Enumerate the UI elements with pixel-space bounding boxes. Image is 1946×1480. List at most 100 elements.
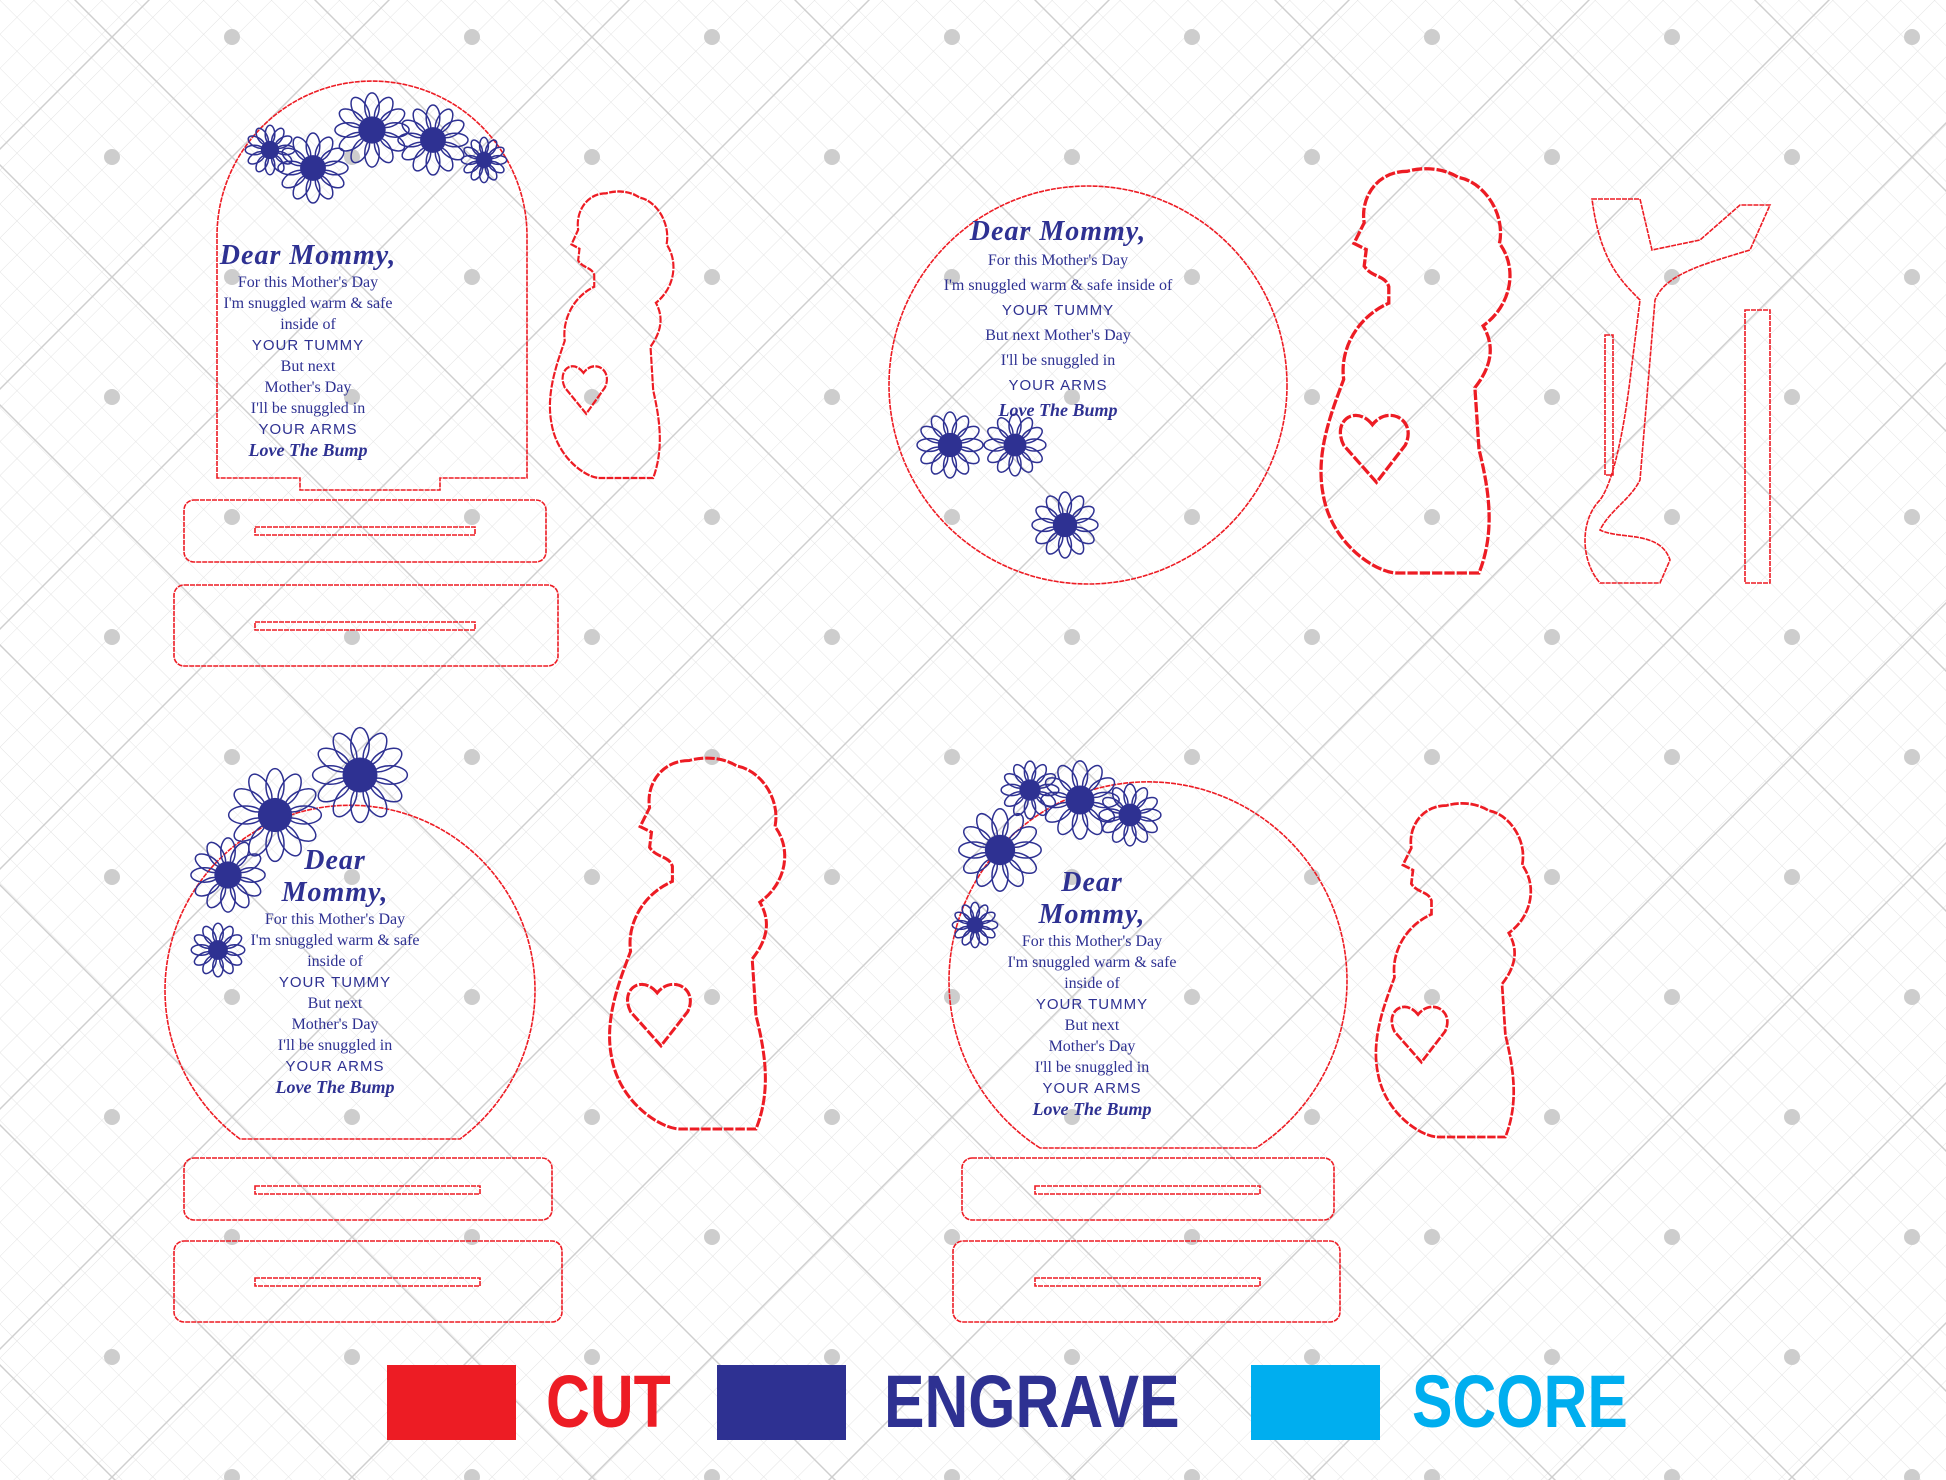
message-line: I'll be snuggled in: [1034, 1059, 1150, 1076]
grid-dot: [1784, 629, 1800, 645]
grid-dot: [1424, 989, 1440, 1005]
grid-dot: [1664, 749, 1680, 765]
message-line: But next: [307, 995, 363, 1012]
message-line: YOUR TUMMY: [1035, 996, 1149, 1013]
grid-dot: [1544, 389, 1560, 405]
message-line: Mother's Day: [264, 379, 352, 396]
grid-dot: [944, 749, 960, 765]
grid-dot: [584, 629, 600, 645]
circle-panel-cut: [948, 781, 1348, 1149]
grid-dot: [1424, 509, 1440, 525]
sunflower-icon: [244, 124, 296, 176]
design-title: Dear Mommy,: [219, 240, 397, 271]
grid-dot: [344, 149, 360, 165]
grid-dot: [944, 29, 960, 45]
message-line: Mother's Day: [291, 1016, 379, 1033]
base-slot: [254, 526, 476, 536]
message-line: I'll be snuggled in: [1000, 352, 1116, 369]
grid-dot: [944, 1229, 960, 1245]
grid-dot: [704, 1469, 720, 1480]
grid-dot: [1304, 389, 1320, 405]
base-slot: [254, 621, 476, 631]
grid-dot: [1424, 269, 1440, 285]
grid-dot: [944, 269, 960, 285]
grid-dot: [1904, 269, 1920, 285]
grid-dot: [1544, 869, 1560, 885]
grid-dot: [1304, 629, 1320, 645]
grid-dot: [1304, 1109, 1320, 1125]
grid-dot: [944, 509, 960, 525]
message-line: YOUR TUMMY: [251, 337, 365, 354]
grid-dot: [344, 629, 360, 645]
base-plate-top: [961, 1157, 1335, 1221]
grid-dot: [704, 269, 720, 285]
grid-dot: [1064, 629, 1080, 645]
grid-dot: [1304, 149, 1320, 165]
message-line: But next: [1064, 1017, 1120, 1034]
grid-dot: [1664, 1229, 1680, 1245]
grid-dot: [464, 749, 480, 765]
grid-dot: [704, 1229, 720, 1245]
grid-dot: [584, 1109, 600, 1125]
base-slot: [1034, 1277, 1261, 1287]
grid-dot: [1184, 509, 1200, 525]
message-line: I'm snuggled warm & safe: [250, 932, 420, 949]
grid-dot: [704, 509, 720, 525]
grid-dot: [1544, 1349, 1560, 1365]
grid-dot: [224, 1469, 240, 1480]
message-line: For this Mother's Day: [264, 911, 406, 928]
sunflower-icon: [397, 104, 469, 176]
grid-dot: [344, 1349, 360, 1365]
circle-panel-cut: [888, 185, 1288, 585]
grid-dot: [104, 869, 120, 885]
grid-dot: [464, 509, 480, 525]
grid-dot: [224, 989, 240, 1005]
grid-dot: [464, 989, 480, 1005]
design-1-text: Dear Mommy, For this Mother's Day I'm snug…: [220, 240, 396, 461]
sunflower-icon: [1031, 491, 1099, 559]
grid-dot: [224, 749, 240, 765]
grid-dot: [824, 389, 840, 405]
design-4-text: Dear Mommy, For this Mother's Day I'm snugg…: [1007, 867, 1176, 1120]
grid-dot: [1904, 1229, 1920, 1245]
grid-dot: [824, 629, 840, 645]
stand-tab: [1744, 309, 1771, 584]
grid-dot: [464, 1229, 480, 1245]
sunflower-icon: [227, 767, 323, 863]
message-line: For this Mother's Day: [237, 274, 379, 291]
grid-dot: [104, 629, 120, 645]
grid-dot: [464, 269, 480, 285]
grid-dot: [704, 989, 720, 1005]
circle-panel-cut: [164, 804, 536, 1140]
grid-dot: [1064, 149, 1080, 165]
grid-dot: [824, 1109, 840, 1125]
grid-dot: [584, 869, 600, 885]
legend-swatch-score: [1251, 1365, 1380, 1440]
grid-dot: [344, 389, 360, 405]
design-title: Mommy,: [1038, 899, 1146, 930]
design-title: Dear: [1061, 867, 1123, 898]
base-plate-bottom: [173, 1240, 563, 1323]
message-line: I'll be snuggled in: [250, 400, 366, 417]
grid-dot: [1904, 509, 1920, 525]
grid-dot: [1184, 749, 1200, 765]
grid-dots: [104, 29, 1920, 1480]
sunflower-icon: [1040, 760, 1120, 840]
grid-dot: [1304, 1349, 1320, 1365]
stand-slot: [1604, 334, 1614, 476]
sunflower-icon: [190, 922, 246, 978]
grid-dot: [944, 1469, 960, 1480]
grid-dot: [1424, 29, 1440, 45]
grid-dot: [1664, 1469, 1680, 1480]
grid-dot: [224, 1229, 240, 1245]
grid-dot: [104, 389, 120, 405]
grid-dot: [944, 989, 960, 1005]
legend-label-engrave: ENGRAVE: [884, 1360, 1180, 1443]
grid-dot: [1784, 389, 1800, 405]
sunflower-icon: [958, 808, 1042, 892]
legend-swatch-cut: [387, 1365, 516, 1440]
design-3-text: Dear Mommy, For this Mother's Day I'm snugg…: [250, 845, 419, 1098]
sunflower-icon: [190, 837, 266, 913]
grid-dot: [1184, 1229, 1200, 1245]
grid-dot: [1424, 749, 1440, 765]
